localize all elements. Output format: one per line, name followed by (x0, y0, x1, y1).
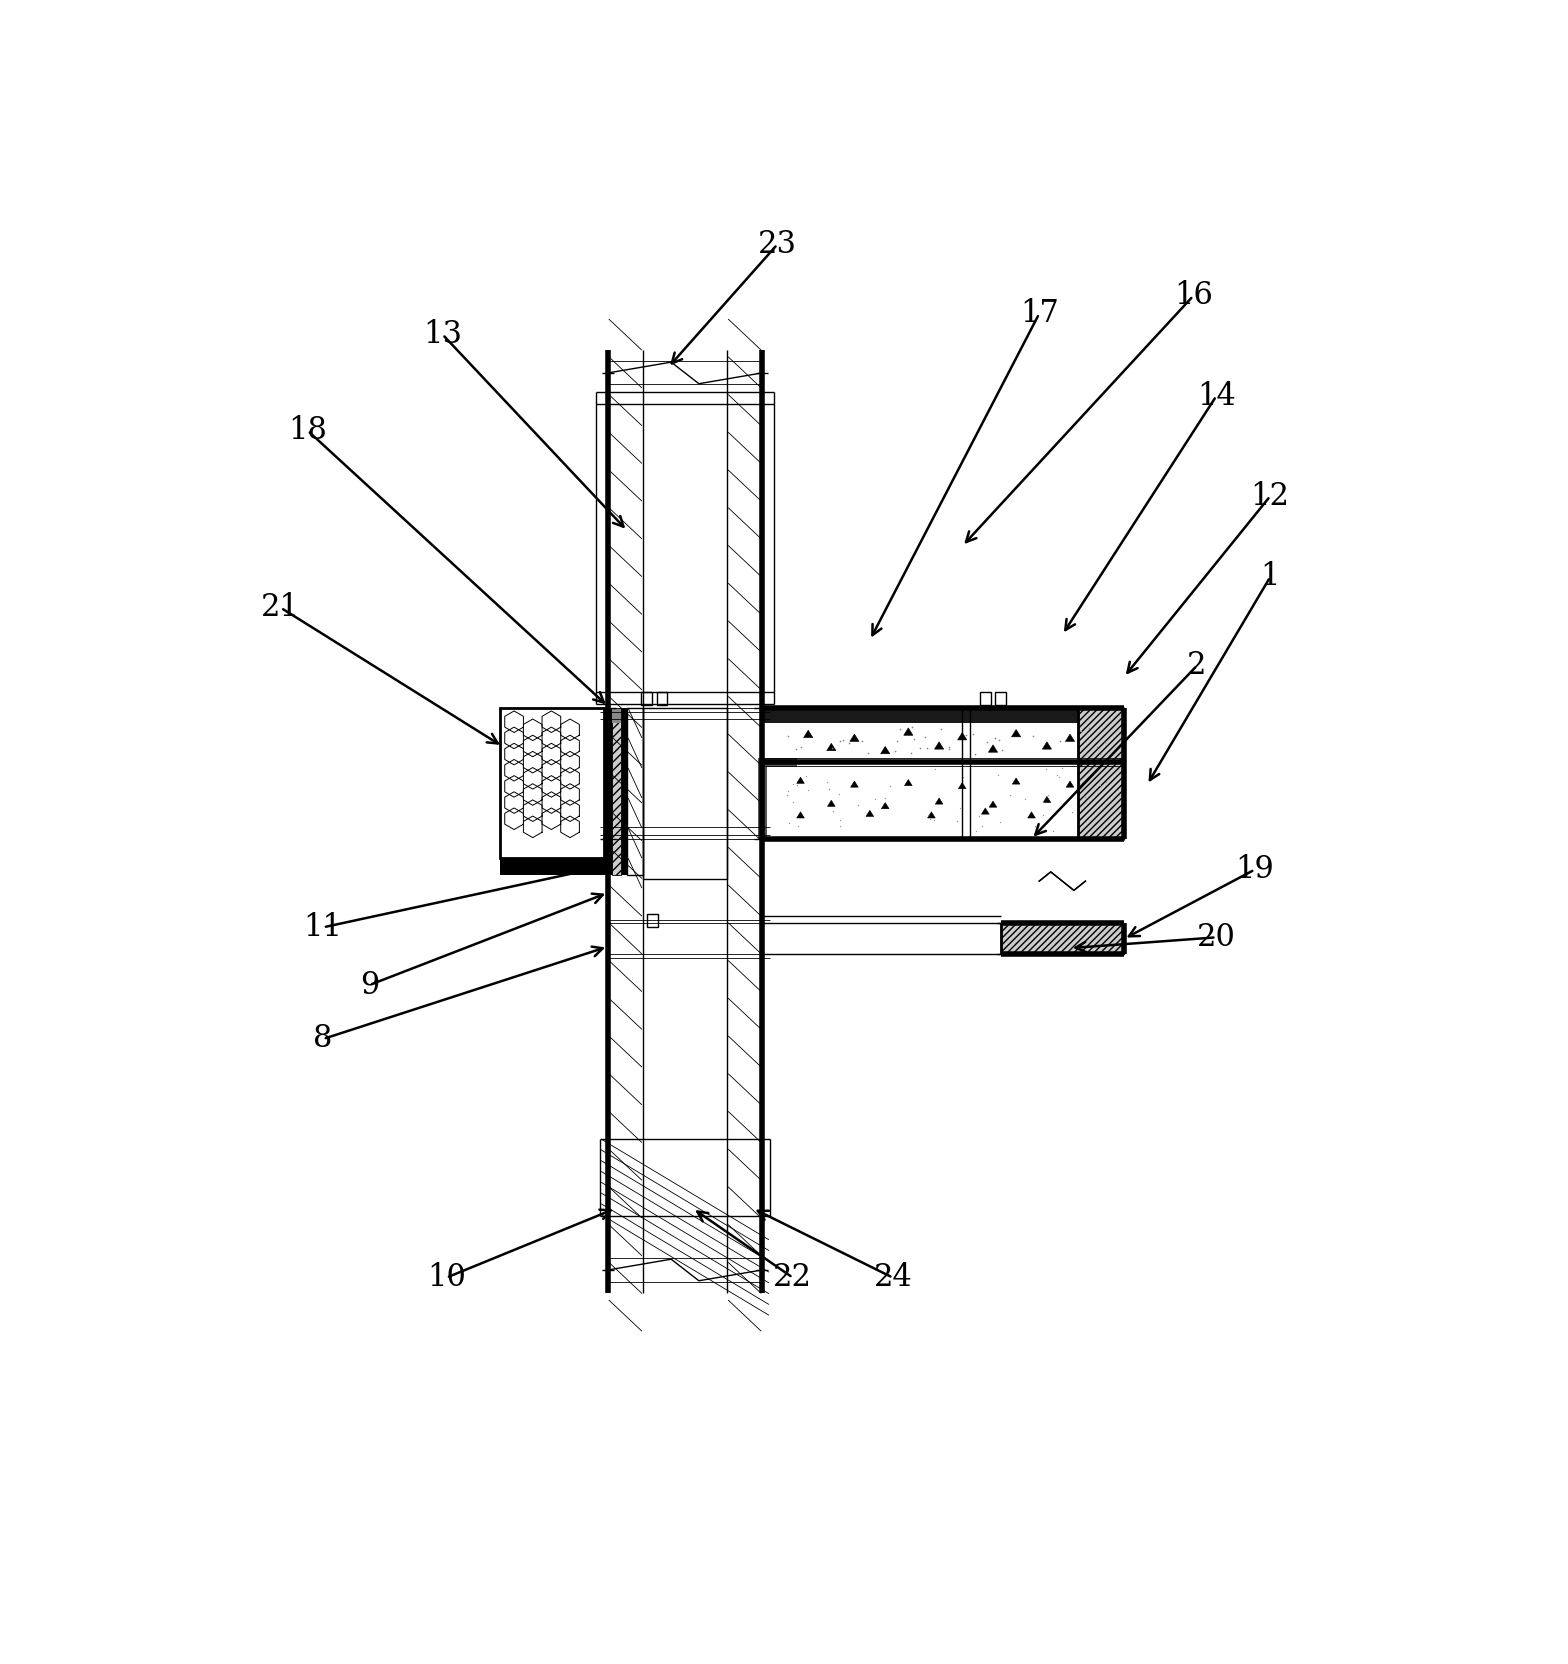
Polygon shape (826, 744, 836, 750)
Bar (759, 757, 797, 767)
Polygon shape (1043, 742, 1052, 749)
Bar (500, 707, 604, 859)
Text: 12: 12 (1251, 481, 1290, 511)
Bar (996, 692, 1007, 706)
Text: 9: 9 (359, 970, 379, 1000)
Text: 22: 22 (773, 1263, 812, 1293)
Polygon shape (1082, 809, 1090, 814)
Bar (612, 707, 627, 875)
Bar (643, 707, 728, 879)
Bar (1077, 707, 1124, 839)
Polygon shape (935, 799, 942, 804)
Bar (500, 859, 608, 875)
Text: 20: 20 (1196, 922, 1236, 953)
Polygon shape (850, 734, 859, 742)
Polygon shape (797, 812, 804, 819)
Polygon shape (1043, 797, 1051, 802)
Polygon shape (989, 800, 997, 807)
Bar (980, 692, 991, 706)
Polygon shape (881, 747, 889, 754)
Text: 11: 11 (304, 912, 343, 943)
Polygon shape (797, 777, 804, 784)
Text: 14: 14 (1196, 381, 1236, 411)
Polygon shape (905, 779, 913, 785)
Polygon shape (1066, 780, 1074, 787)
Bar (1000, 924, 1124, 953)
Polygon shape (881, 802, 889, 809)
Text: 8: 8 (314, 1023, 332, 1055)
Text: 13: 13 (423, 319, 463, 349)
Text: 24: 24 (873, 1263, 913, 1293)
Text: 1: 1 (1261, 561, 1279, 592)
Text: 16: 16 (1174, 281, 1212, 311)
Polygon shape (1013, 779, 1019, 784)
Polygon shape (958, 782, 966, 789)
Bar (500, 859, 627, 875)
Bar (657, 692, 668, 706)
Polygon shape (928, 812, 935, 819)
Polygon shape (803, 730, 812, 737)
Text: 10: 10 (426, 1263, 466, 1293)
Bar (500, 707, 604, 859)
Polygon shape (988, 745, 997, 752)
Bar (627, 707, 643, 875)
Bar (759, 767, 767, 839)
Bar (612, 707, 621, 724)
Text: 17: 17 (1019, 298, 1058, 329)
Polygon shape (1027, 812, 1035, 819)
Text: 21: 21 (262, 592, 299, 624)
Text: 19: 19 (1236, 854, 1275, 885)
Bar (641, 692, 652, 706)
Polygon shape (1065, 734, 1074, 742)
Bar (762, 707, 1124, 724)
Text: 23: 23 (757, 230, 797, 260)
Polygon shape (903, 727, 913, 735)
Polygon shape (1088, 739, 1098, 747)
Polygon shape (866, 810, 873, 817)
Polygon shape (850, 780, 858, 787)
Polygon shape (982, 809, 989, 814)
Polygon shape (935, 742, 944, 749)
Polygon shape (958, 732, 967, 740)
Bar (646, 914, 659, 927)
Bar (608, 707, 762, 839)
Polygon shape (1011, 729, 1021, 737)
Bar (604, 707, 621, 875)
Text: 2: 2 (1187, 651, 1207, 681)
Bar (612, 707, 621, 875)
Polygon shape (828, 800, 836, 807)
Text: 18: 18 (289, 416, 328, 446)
